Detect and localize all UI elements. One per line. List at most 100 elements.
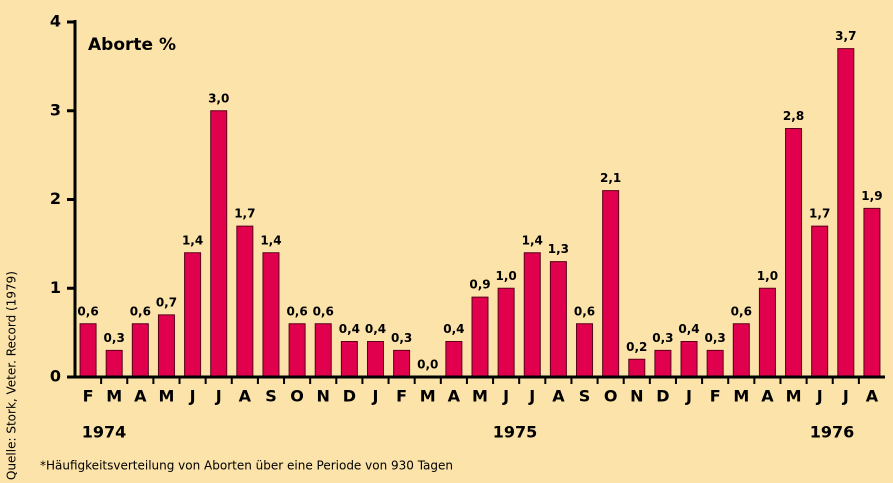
x-tick-label: J xyxy=(528,387,535,406)
x-tick-label: M xyxy=(106,387,122,406)
bar xyxy=(576,323,594,378)
bar xyxy=(157,314,175,378)
x-tick-label: A xyxy=(866,387,879,406)
value-label: 0,3 xyxy=(391,331,412,345)
value-label: 0,6 xyxy=(731,304,752,318)
x-tick-label: N xyxy=(630,387,643,406)
bar xyxy=(785,128,803,378)
chart-title: Aborte % xyxy=(88,35,176,55)
bar xyxy=(523,252,541,378)
bar xyxy=(706,349,724,378)
value-label: 2,1 xyxy=(600,171,621,185)
value-label: 1,4 xyxy=(260,233,281,247)
value-label: 0,7 xyxy=(156,295,177,309)
x-tick-label: M xyxy=(733,387,749,406)
bar xyxy=(366,341,384,378)
source: Quelle: Stork, Veter. Record (1979) xyxy=(5,271,19,480)
bar xyxy=(262,252,280,378)
x-tick-label: J xyxy=(842,387,849,406)
bar xyxy=(732,323,750,378)
value-label: 1,9 xyxy=(861,189,882,203)
x-tick-label: A xyxy=(448,387,461,406)
value-label: 0,6 xyxy=(77,304,98,318)
value-label: 1,7 xyxy=(809,207,830,221)
x-tick-label: M xyxy=(786,387,802,406)
x-tick-label: D xyxy=(656,387,669,406)
x-tick-label: F xyxy=(396,387,407,406)
y-tick-label: 2 xyxy=(50,189,61,208)
bar xyxy=(105,349,123,378)
value-label: 1,7 xyxy=(234,207,255,221)
bar xyxy=(131,323,149,378)
footnote: *Häufigkeitsverteilung von Aborten über … xyxy=(40,459,453,473)
y-tick-label: 0 xyxy=(50,367,61,386)
bar xyxy=(628,358,646,378)
x-tick-label: A xyxy=(761,387,774,406)
y-tick-label: 1 xyxy=(50,278,61,297)
x-tick-label: J xyxy=(685,387,692,406)
bar xyxy=(445,341,463,378)
bar xyxy=(863,207,881,378)
x-tick-label: M xyxy=(420,387,436,406)
x-tick-label: A xyxy=(552,387,565,406)
bar xyxy=(210,110,228,378)
x-tick-label: A xyxy=(239,387,252,406)
y-tick-label: 3 xyxy=(50,100,61,119)
x-tick-label: J xyxy=(816,387,823,406)
bar xyxy=(602,190,620,378)
x-tick-label: N xyxy=(317,387,330,406)
bar xyxy=(236,225,254,378)
value-label: 3,7 xyxy=(835,29,856,43)
bar xyxy=(288,323,306,378)
bar xyxy=(79,323,97,378)
bar xyxy=(497,287,515,378)
bar xyxy=(393,349,411,378)
year-label: 1976 xyxy=(810,423,855,442)
value-label: 2,8 xyxy=(783,109,804,123)
bar xyxy=(314,323,332,378)
x-tick-label: D xyxy=(343,387,356,406)
value-label: 0,3 xyxy=(104,331,125,345)
bar xyxy=(184,252,202,378)
x-tick-label: J xyxy=(502,387,509,406)
bar xyxy=(549,261,567,378)
bar xyxy=(471,296,489,378)
bar xyxy=(811,225,829,378)
x-tick-label: F xyxy=(83,387,94,406)
y-tick-label: 4 xyxy=(50,12,61,31)
value-label: 0,6 xyxy=(313,304,334,318)
value-label: 1,0 xyxy=(757,269,778,283)
year-label: 1975 xyxy=(493,423,538,442)
x-tick-label: J xyxy=(215,387,222,406)
bar xyxy=(758,287,776,378)
value-label: 0,9 xyxy=(469,278,490,292)
x-tick-label: S xyxy=(265,387,277,406)
x-tick-label: J xyxy=(372,387,379,406)
value-label: 0,2 xyxy=(626,340,647,354)
x-tick-label: M xyxy=(472,387,488,406)
value-label: 3,0 xyxy=(208,91,229,105)
x-tick-label: A xyxy=(134,387,147,406)
value-label: 1,4 xyxy=(522,233,543,247)
bar xyxy=(340,341,358,378)
value-label: 1,0 xyxy=(495,269,516,283)
value-label: 0,0 xyxy=(417,358,438,372)
bar xyxy=(837,48,855,378)
value-label: 0,4 xyxy=(339,322,360,336)
value-label: 0,6 xyxy=(130,304,151,318)
x-tick-label: J xyxy=(189,387,196,406)
value-label: 0,4 xyxy=(678,322,699,336)
value-label: 0,3 xyxy=(705,331,726,345)
bar xyxy=(654,349,672,378)
value-label: 0,4 xyxy=(443,322,464,336)
x-tick-label: F xyxy=(710,387,721,406)
value-label: 0,6 xyxy=(286,304,307,318)
value-label: 0,6 xyxy=(574,304,595,318)
value-label: 0,3 xyxy=(652,331,673,345)
x-tick-label: O xyxy=(604,387,618,406)
value-label: 0,4 xyxy=(365,322,386,336)
year-label: 1974 xyxy=(82,423,127,442)
value-label: 1,3 xyxy=(548,242,569,256)
